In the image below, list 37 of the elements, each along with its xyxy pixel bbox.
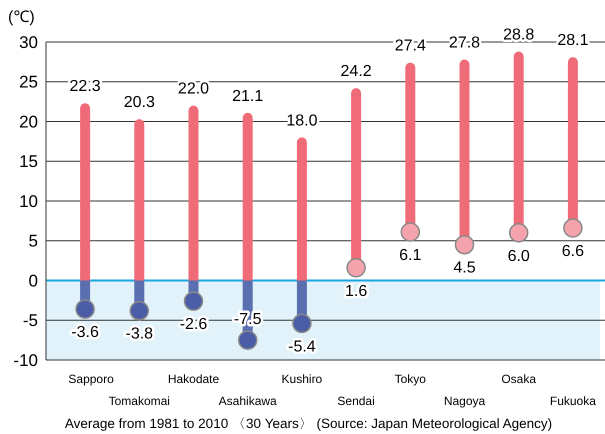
y-tick-label: -5 bbox=[22, 311, 38, 330]
annotation: 28.8 bbox=[503, 26, 534, 44]
x-tick-label: Sendai bbox=[337, 394, 375, 408]
x-tick-label: Nagoya bbox=[444, 394, 486, 408]
annotation: 20.3 bbox=[124, 94, 155, 112]
annotation: 27.4 bbox=[394, 38, 426, 55]
annotation: 6.6 bbox=[562, 243, 584, 260]
x-tick-label: Tomakomai bbox=[108, 394, 170, 408]
x-tick-label: Kushiro bbox=[282, 372, 323, 386]
annotation: 21.1 bbox=[232, 88, 264, 105]
annotation: -3.6 bbox=[71, 324, 99, 342]
text: Average from 1981 to 2010 〈30 Years〉 (Source: Japan Meteorological Agency) bbox=[64, 416, 552, 431]
y-tick-label: 15 bbox=[19, 152, 38, 172]
annotation: 24.2 bbox=[340, 63, 372, 80]
y-tick-label: 25 bbox=[19, 72, 38, 92]
annotation: -5.4 bbox=[288, 338, 316, 356]
y-tick-label: 30 bbox=[19, 32, 38, 52]
annotation: -2.6 bbox=[180, 316, 208, 334]
annotation: 22.0 bbox=[178, 80, 210, 98]
y-tick-label: 5 bbox=[28, 232, 38, 251]
annotation: 6.1 bbox=[399, 247, 422, 264]
y-tick-label: -10 bbox=[13, 350, 38, 370]
annotation: 22.3 bbox=[70, 78, 101, 96]
y-tick-label: 20 bbox=[19, 112, 38, 132]
annotation: 4.5 bbox=[453, 260, 476, 277]
y-tick-label: 0 bbox=[28, 271, 38, 290]
x-tick-label: Asahikawa bbox=[218, 394, 278, 408]
annotation: 6.0 bbox=[508, 248, 530, 265]
annotation: 1.6 bbox=[344, 282, 368, 300]
x-tick-label: Sapporo bbox=[68, 372, 114, 386]
x-tick-label: Tokyo bbox=[394, 372, 426, 386]
x-tick-label: Hakodate bbox=[168, 372, 220, 386]
x-tick-label: Osaka bbox=[501, 372, 536, 386]
annotation: -3.8 bbox=[126, 326, 154, 343]
y-axis-title: (℃) bbox=[8, 9, 35, 26]
x-tick-label: Fukuoka bbox=[550, 394, 596, 408]
y-tick-label: 10 bbox=[19, 192, 38, 211]
